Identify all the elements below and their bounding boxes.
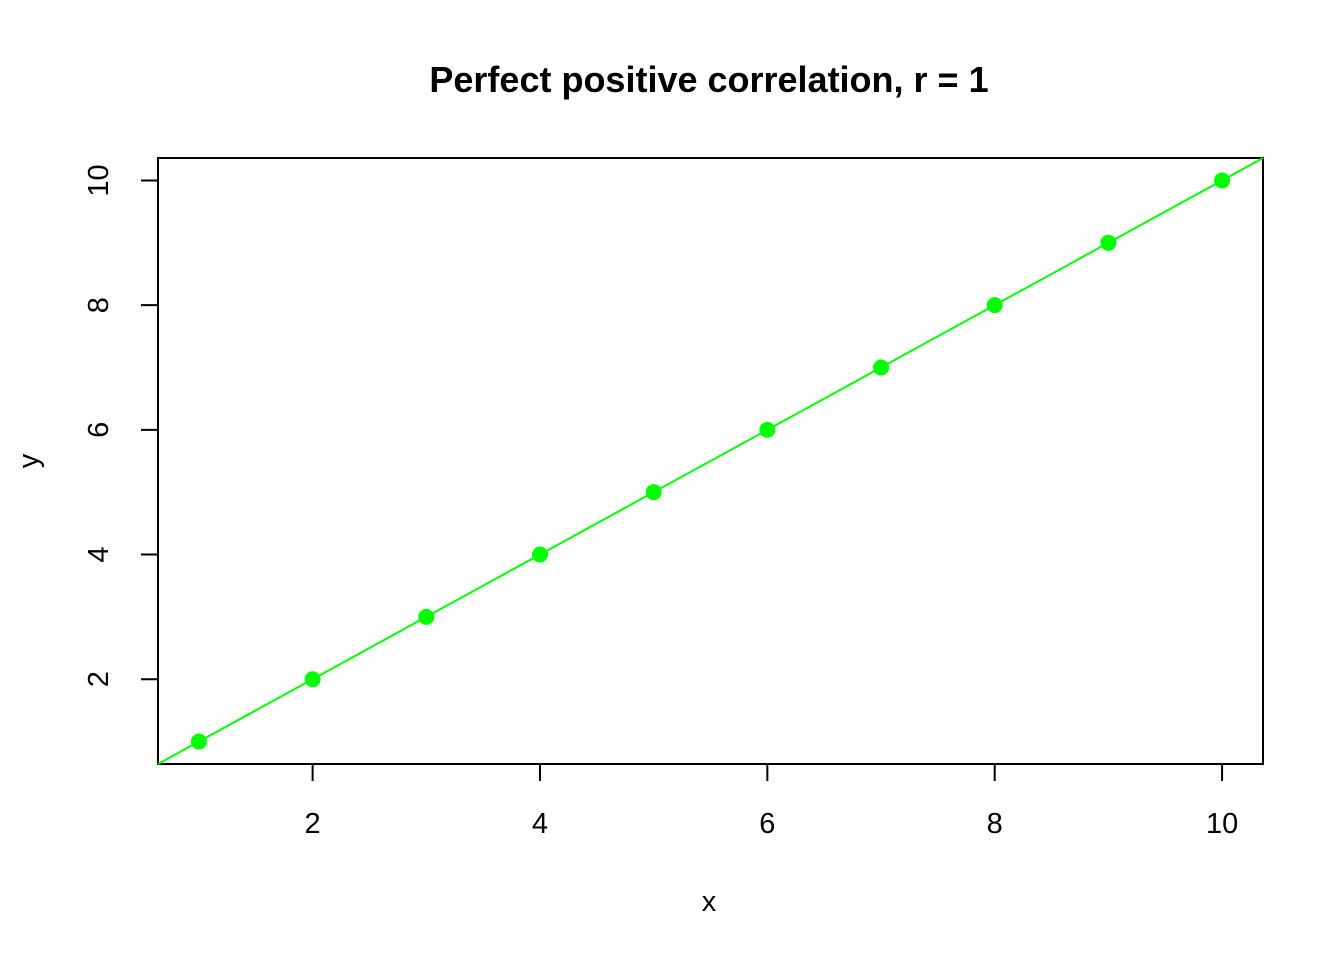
x-axis-label: x [702, 886, 717, 918]
chart-title: Perfect positive correlation, r = 1 [429, 59, 988, 100]
y-tick-label: 6 [83, 422, 115, 438]
data-point [418, 608, 435, 625]
data-point [1214, 172, 1231, 189]
points-layer [190, 172, 1231, 750]
data-point [986, 297, 1003, 314]
data-point [190, 733, 207, 750]
data-point [873, 359, 890, 376]
y-axis: 2 4 6 8 10 [83, 164, 159, 687]
data-point [304, 671, 321, 688]
data-point [645, 484, 662, 501]
y-axis-label: y [13, 453, 45, 468]
x-tick-label: 8 [987, 808, 1003, 840]
fit-line-layer [157, 157, 1264, 765]
fit-line [157, 157, 1264, 765]
x-tick-label: 2 [305, 808, 321, 840]
data-point [759, 421, 776, 438]
data-point [531, 546, 548, 563]
data-point [1100, 234, 1117, 251]
x-tick-label: 6 [759, 808, 775, 840]
x-axis: 2 4 6 8 10 [305, 763, 1238, 840]
y-tick-label: 8 [83, 297, 115, 313]
x-tick-label: 10 [1206, 808, 1238, 840]
y-tick-label: 4 [83, 546, 115, 562]
y-tick-label: 2 [83, 671, 115, 687]
y-tick-label: 10 [83, 164, 115, 196]
x-tick-label: 4 [532, 808, 548, 840]
